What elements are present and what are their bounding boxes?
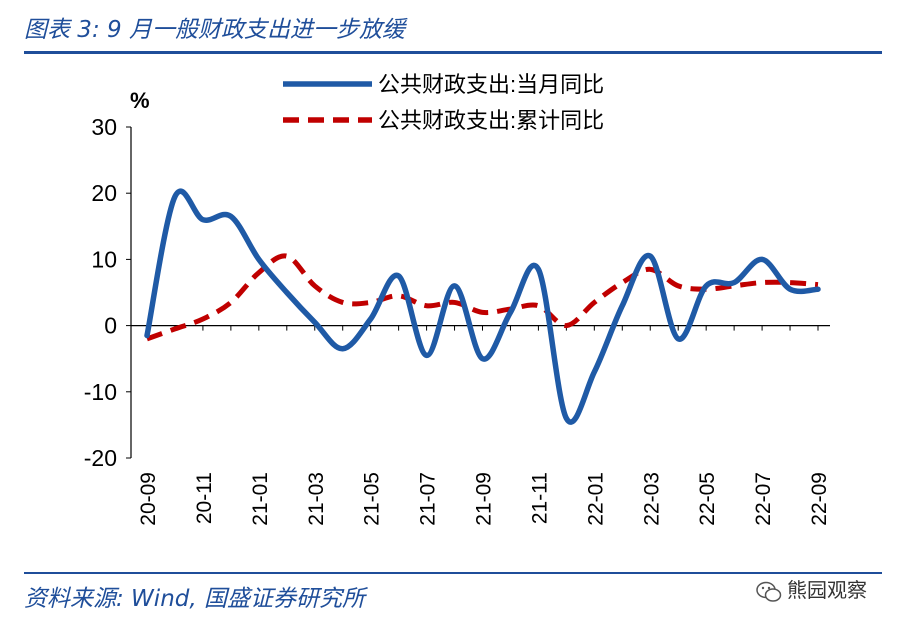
x-tick-label: 21-01 bbox=[249, 472, 272, 526]
source-note: 资料来源: Wind, 国盛证券研究所 bbox=[24, 586, 365, 612]
y-tick-label: 30 bbox=[91, 114, 117, 140]
unit-label: % bbox=[130, 88, 150, 113]
x-tick-label: 22-07 bbox=[752, 472, 775, 526]
x-tick-label: 22-01 bbox=[584, 472, 607, 526]
y-tick-label: 20 bbox=[91, 180, 117, 206]
series-line-monthly-yoy bbox=[144, 188, 821, 425]
y-tick-label: 0 bbox=[104, 313, 117, 339]
y-tick-label: -10 bbox=[84, 379, 117, 405]
x-tick-label: 21-03 bbox=[305, 472, 328, 526]
x-tick-label: 21-11 bbox=[528, 472, 551, 524]
chart-title: 图表 3: 9 月一般财政支出进一步放缓 bbox=[24, 17, 405, 43]
chart-axes: 30 20 10 0 -10 -20% 20-09 20-11 21-01 21-03 21-05 2… bbox=[84, 88, 831, 526]
header-rule bbox=[24, 51, 882, 54]
wechat-icon bbox=[756, 581, 782, 602]
chart-series bbox=[144, 188, 821, 425]
x-tick-label: 21-05 bbox=[361, 472, 384, 526]
x-tick-label: 22-09 bbox=[808, 472, 831, 526]
legend-label: 公共财政支出:当月同比 bbox=[378, 72, 604, 97]
x-tick-label: 21-09 bbox=[473, 472, 496, 526]
x-tick-label: 22-03 bbox=[640, 472, 663, 526]
x-tick-label: 22-05 bbox=[696, 472, 719, 526]
x-tick-label: 20-09 bbox=[137, 472, 160, 526]
x-tick-label: 21-07 bbox=[417, 472, 440, 526]
y-tick-label: -20 bbox=[84, 445, 117, 471]
watermark: 熊园观察 bbox=[755, 574, 867, 604]
x-tick-label: 20-11 bbox=[193, 472, 216, 524]
line-chart: 30 20 10 0 -10 -20% 20-09 20-11 21-01 21-03 21-05 2… bbox=[84, 72, 831, 526]
footer-rule bbox=[24, 572, 882, 574]
y-tick-label: 10 bbox=[91, 246, 117, 272]
legend-label: 公共财政支出:累计同比 bbox=[378, 108, 604, 133]
watermark-text: 熊园观察 bbox=[787, 578, 867, 602]
